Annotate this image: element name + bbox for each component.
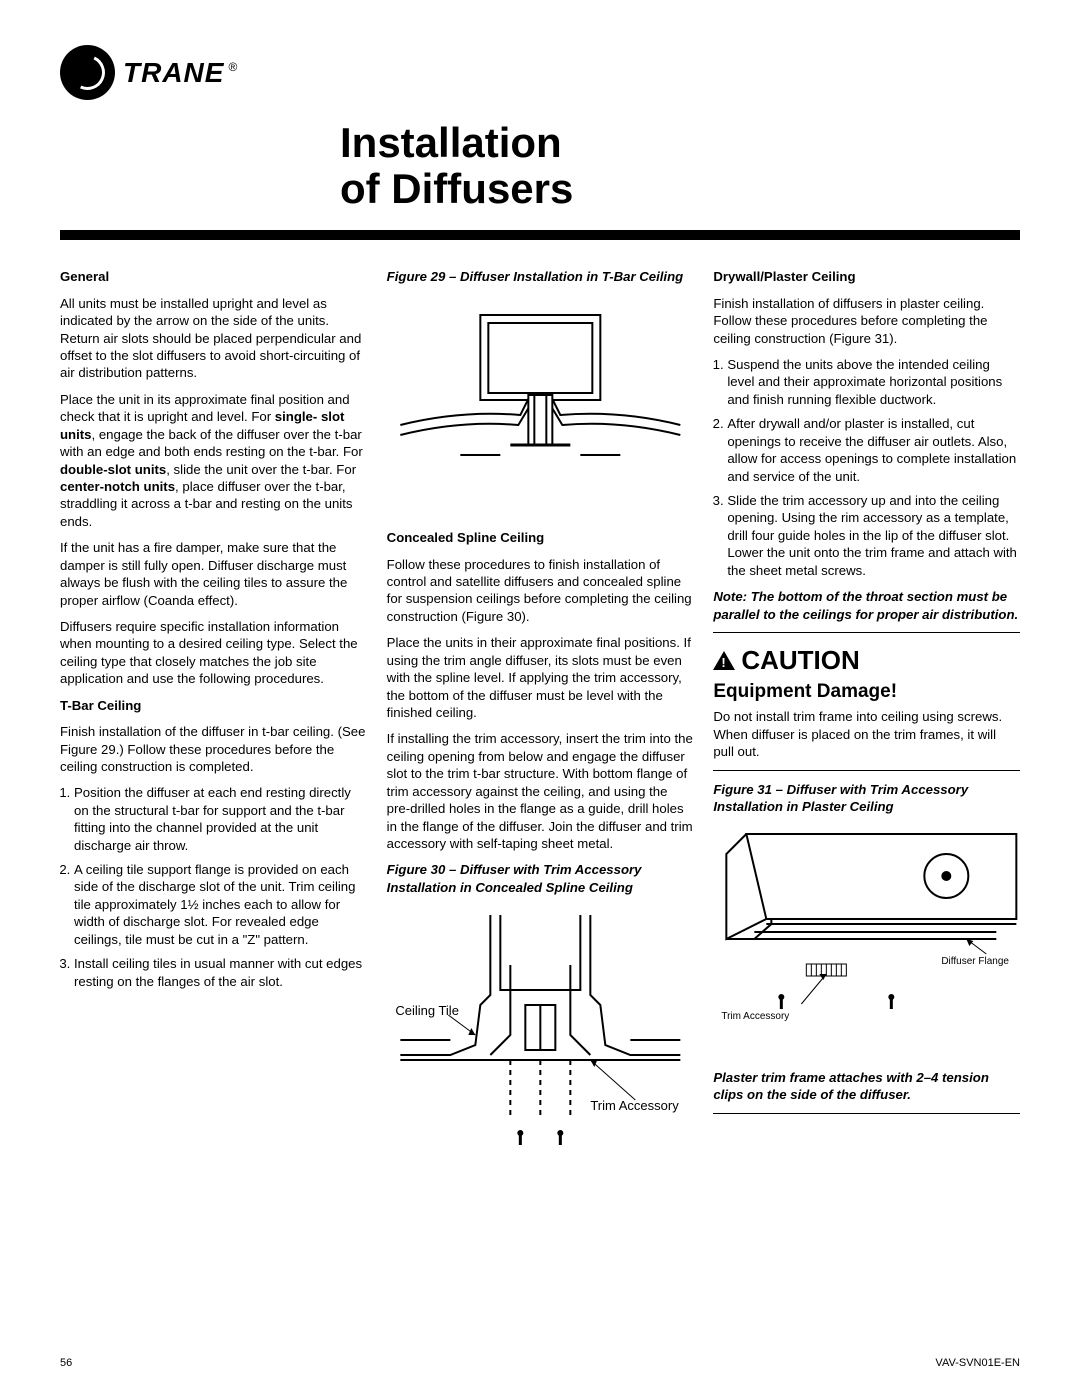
p2d: double-slot units xyxy=(60,462,166,477)
caution-title: CAUTION xyxy=(713,643,1020,677)
caution-box: CAUTION Equipment Damage! Do not install… xyxy=(713,643,1020,761)
p2f: center-notch units xyxy=(60,479,175,494)
general-p2: Place the unit in its approximate final … xyxy=(60,391,367,530)
spline-p1: Follow these procedures to finish instal… xyxy=(387,556,694,626)
column-3: Drywall/Plaster Ceiling Finish installat… xyxy=(713,268,1020,1169)
title-line-1: Installation xyxy=(340,119,562,166)
column-1: General All units must be installed upri… xyxy=(60,268,367,1169)
doc-id: VAV-SVN01E-EN xyxy=(935,1357,1020,1369)
spline-p2: Place the units in their approximate fin… xyxy=(387,634,694,721)
rule-1 xyxy=(713,632,1020,633)
rule-3 xyxy=(713,1113,1020,1114)
tbar-steps: Position the diffuser at each end restin… xyxy=(60,784,367,990)
spline-p3: If installing the trim accessory, insert… xyxy=(387,730,694,852)
figure-29-diagram xyxy=(387,295,694,515)
p2e: , slide the unit over the t-bar. For xyxy=(166,462,356,477)
rule-2 xyxy=(713,770,1020,771)
general-p3: If the unit has a fire damper, make sure… xyxy=(60,539,367,609)
page-title: Installation of Diffusers xyxy=(340,120,1020,212)
drywall-step-3: Slide the trim accessory up and into the… xyxy=(727,492,1020,579)
figure-30-caption: Figure 30 – Diffuser with Trim Accessory… xyxy=(387,861,694,896)
drywall-step-1: Suspend the units above the intended cei… xyxy=(727,356,1020,408)
registered-mark: ® xyxy=(228,60,238,74)
tbar-p1: Finish installation of the diffuser in t… xyxy=(60,723,367,775)
throat-note: Note: The bottom of the throat section m… xyxy=(713,588,1020,623)
drywall-steps: Suspend the units above the intended cei… xyxy=(713,356,1020,579)
logo-row: TRANE ® xyxy=(60,45,1020,100)
plaster-note: Plaster trim frame attaches with 2–4 ten… xyxy=(713,1069,1020,1104)
general-p1: All units must be installed upright and … xyxy=(60,295,367,382)
page: TRANE ® Installation of Diffusers General… xyxy=(0,0,1080,1397)
caution-body: Do not install trim frame into ceiling u… xyxy=(713,708,1020,760)
figure-29-caption: Figure 29 – Diffuser Installation in T-B… xyxy=(387,268,694,285)
fig30-label-trim: Trim Accessory xyxy=(590,1098,679,1113)
general-p4: Diffusers require specific installation … xyxy=(60,618,367,688)
fig30-label-ceiling-tile: Ceiling Tile xyxy=(395,1003,459,1018)
column-2: Figure 29 – Diffuser Installation in T-B… xyxy=(387,268,694,1169)
heading-general: General xyxy=(60,268,367,285)
heading-tbar: T-Bar Ceiling xyxy=(60,697,367,714)
tbar-step-3: Install ceiling tiles in usual manner wi… xyxy=(74,955,367,990)
drywall-step-2: After drywall and/or plaster is installe… xyxy=(727,415,1020,485)
p2c: , engage the back of the diffuser over t… xyxy=(60,427,363,459)
caution-word: CAUTION xyxy=(741,643,859,677)
fig31-label-flange: Diffuser Flange xyxy=(942,956,1010,967)
fig31-label-trim: Trim Accessory xyxy=(722,1011,790,1022)
heading-spline: Concealed Spline Ceiling xyxy=(387,529,694,546)
page-number: 56 xyxy=(60,1357,72,1369)
brand-name: TRANE xyxy=(123,57,224,88)
tbar-step-1: Position the diffuser at each end restin… xyxy=(74,784,367,854)
figure-31-caption: Figure 31 – Diffuser with Trim Accessory… xyxy=(713,781,1020,816)
figure-31-diagram: Diffuser Flange Trim Accessory xyxy=(713,824,1020,1054)
content-columns: General All units must be installed upri… xyxy=(60,268,1020,1169)
heading-drywall: Drywall/Plaster Ceiling xyxy=(713,268,1020,285)
tbar-step-2: A ceiling tile support flange is provide… xyxy=(74,861,367,948)
trane-logo-icon xyxy=(60,45,115,100)
title-rule xyxy=(60,230,1020,240)
figure-30-diagram: Ceiling Tile Trim Accessory xyxy=(387,905,694,1165)
drywall-p1: Finish installation of diffusers in plas… xyxy=(713,295,1020,347)
footer: 56 VAV-SVN01E-EN xyxy=(60,1357,1020,1369)
warning-icon xyxy=(713,651,735,670)
caution-subtitle: Equipment Damage! xyxy=(713,679,1020,704)
title-line-2: of Diffusers xyxy=(340,165,573,212)
brand-text: TRANE ® xyxy=(123,57,238,89)
